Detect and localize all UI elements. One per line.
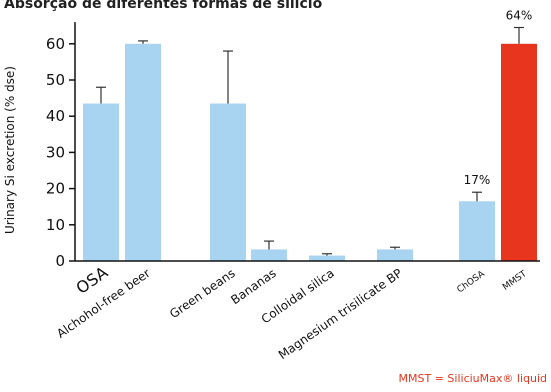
x-label-magnesium-trisilicate-bp: Magnesium trisilicate BP [276, 266, 405, 362]
x-label-green-beans: Green beans [167, 266, 238, 321]
y-tick-label-50: 50 [46, 71, 65, 89]
bar-magnesium-trisilicate-bp [377, 249, 413, 261]
bar-osa [83, 103, 119, 261]
footnote: MMST = SiliciuMax® liquid [399, 372, 547, 385]
y-tick-label-10: 10 [46, 216, 65, 234]
bar-mmst [501, 43, 537, 261]
data-label-chosa: 17% [464, 173, 491, 187]
error-bars [96, 26, 524, 256]
y-tick-label-20: 20 [46, 180, 65, 198]
data-labels: 17% 64% [464, 9, 533, 188]
y-tick-label-0: 0 [55, 252, 65, 270]
bar-green-beans [210, 103, 246, 261]
x-label-bananas: Bananas [228, 266, 278, 307]
bar-chosa [459, 201, 495, 261]
y-axis-ticks: 0 10 20 30 40 50 60 [46, 35, 75, 270]
bar-alchohol-free-beer [125, 43, 161, 261]
y-tick-label-40: 40 [46, 107, 65, 125]
data-label-mmst: 64% [506, 9, 533, 23]
bar-colloidal-silica [309, 255, 345, 261]
chart-title: Absorção de diferentes formas de silício [4, 0, 323, 12]
bar-bananas [251, 249, 287, 261]
x-label-chosa: ChOSA [456, 269, 488, 296]
y-tick-label-30: 30 [46, 143, 65, 161]
x-label-mmst: MMST [501, 269, 529, 293]
bars [83, 43, 537, 261]
y-axis-label: Urinary Si excretion (% dse) [3, 66, 17, 234]
y-tick-label-60: 60 [46, 35, 65, 53]
